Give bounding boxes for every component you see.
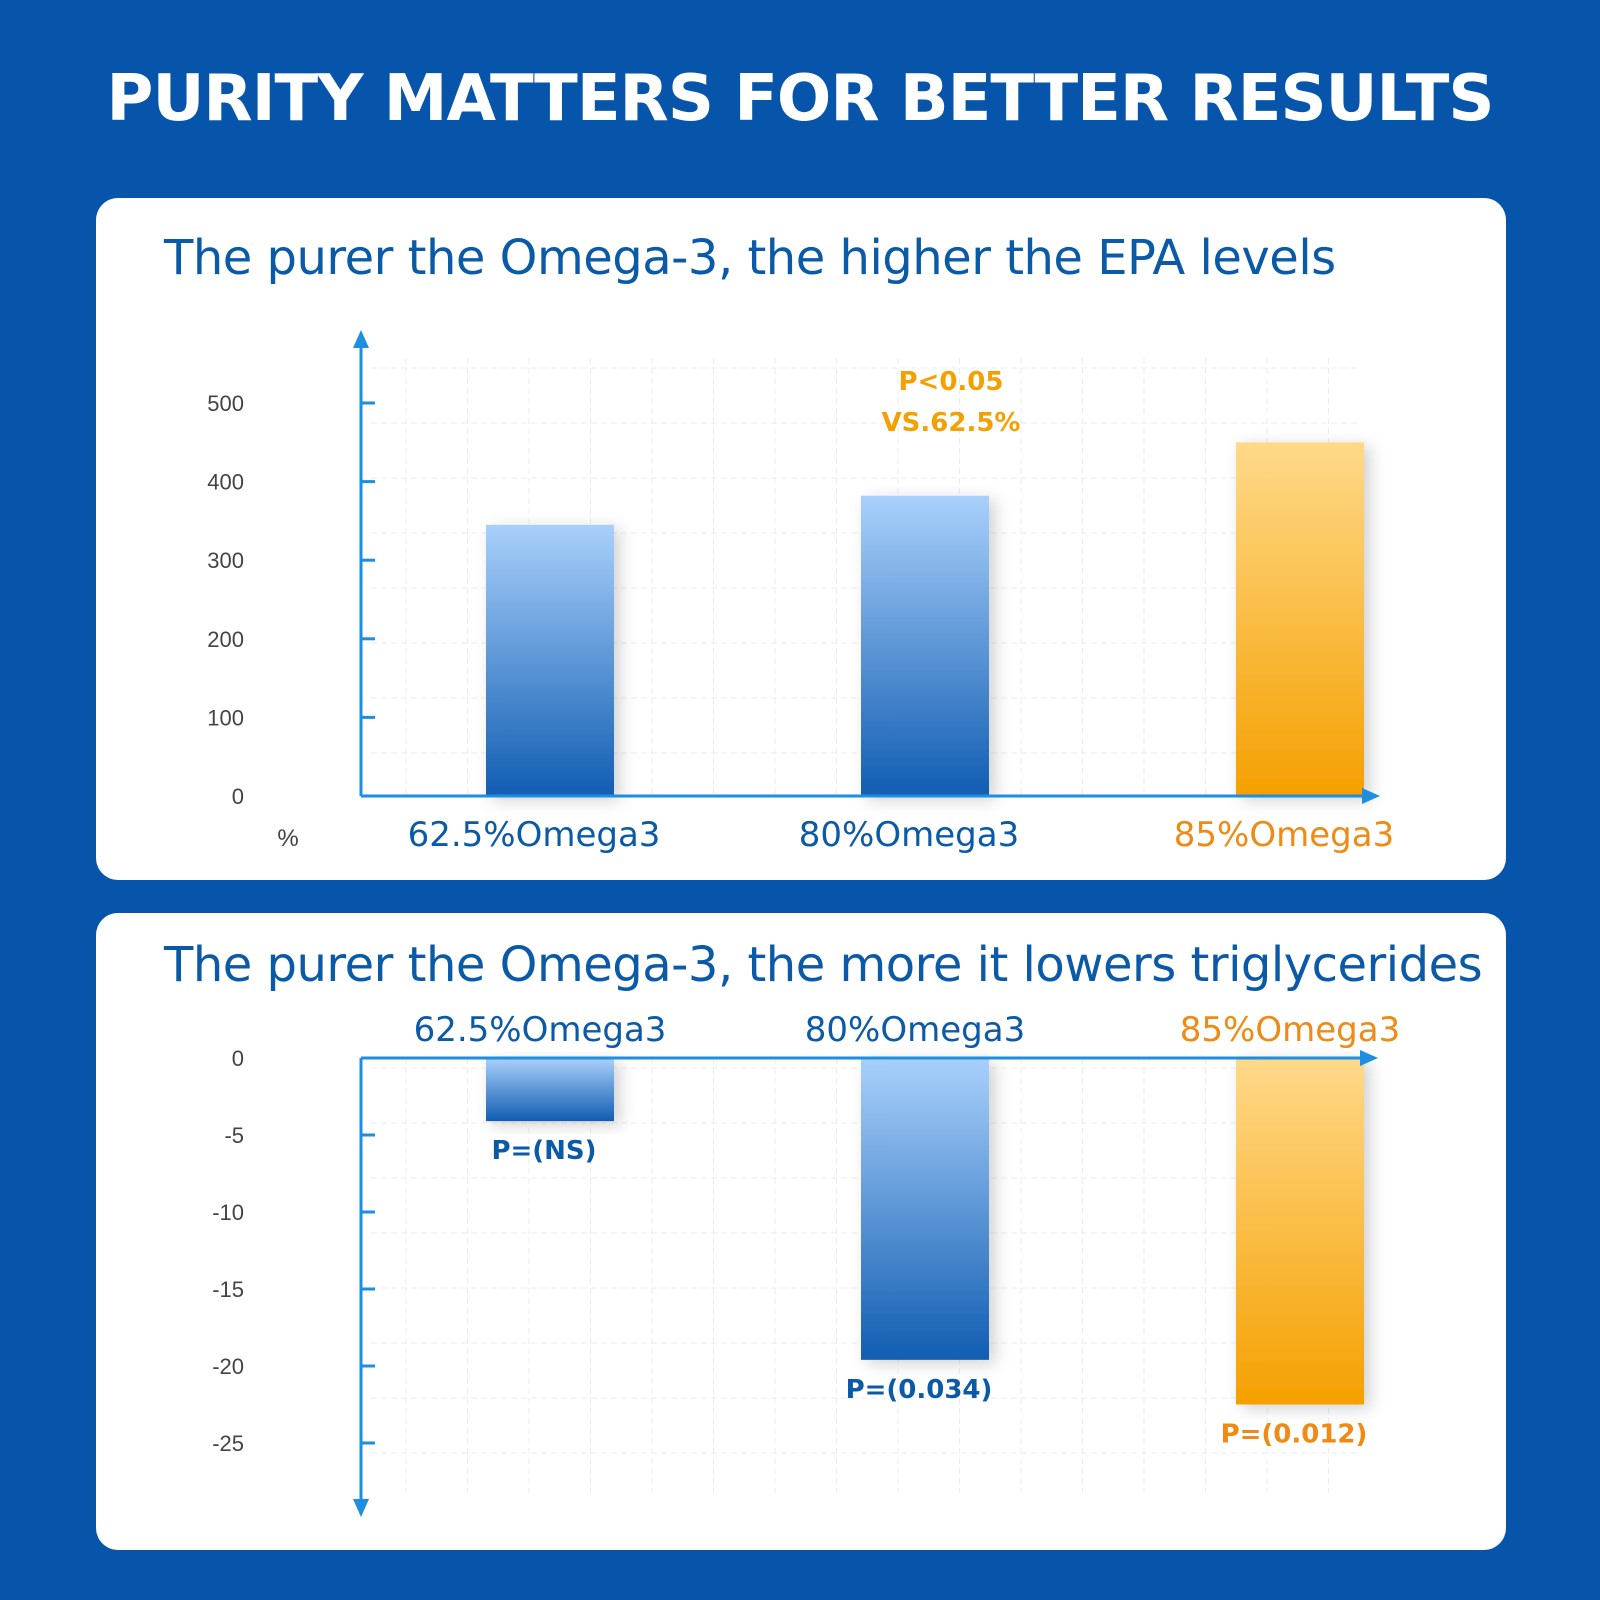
y-tick-label: 0 — [232, 1046, 244, 1071]
bar — [1236, 1058, 1364, 1405]
epa-levels-chart: 62.5%Omega3 80%Omega3 85%Omega3 0 100 200 300 4… — [207, 330, 1394, 855]
epa-chart-title: The purer the Omega-3, the higher the EP… — [164, 230, 1336, 286]
x-tick-label: 62.5%Omega3 — [408, 815, 661, 855]
page-headline: PURITY MATTERS FOR BETTER RESULTS — [106, 62, 1495, 136]
y-tick-label: 500 — [207, 391, 244, 416]
y-axis-arrow — [353, 1499, 369, 1517]
y-axis-arrow — [353, 330, 369, 348]
y-tick-label: -25 — [212, 1431, 244, 1456]
x-tick-label: 80%Omega3 — [799, 815, 1019, 855]
x-axis-arrow — [1360, 1050, 1378, 1066]
y-tick-label: 100 — [207, 705, 244, 730]
bar — [486, 1058, 614, 1122]
y-tick-label: -15 — [212, 1277, 244, 1302]
triglycerides-chart-title: The purer the Omega-3, the more it lower… — [164, 937, 1483, 993]
bar — [1236, 442, 1364, 796]
y-tick-label: 300 — [207, 548, 244, 573]
x-tick-label: 85%Omega3 — [1180, 1010, 1400, 1050]
bar — [861, 1058, 989, 1360]
y-tick-label: -20 — [212, 1354, 244, 1379]
significance-annotation: VS.62.5% — [882, 408, 1021, 438]
x-tick-label: 85%Omega3 — [1174, 815, 1394, 855]
triglycerides-card: The purer the Omega-3, the more it lower… — [96, 913, 1506, 1550]
epa-levels-card: The purer the Omega-3, the higher the EP… — [96, 198, 1506, 880]
x-tick-label: 62.5%Omega3 — [414, 1010, 667, 1050]
bar-label: P=(0.034) — [846, 1375, 993, 1405]
bar — [861, 495, 989, 796]
significance-annotation: P<0.05 — [899, 367, 1004, 397]
y-tick-label: -10 — [212, 1200, 244, 1225]
bar-label: P=(NS) — [491, 1136, 596, 1166]
unit-label: % — [277, 825, 298, 852]
triglycerides-chart: 62.5%Omega3 P=(NS) 80%Omega3 P=(0.034) 85%Om… — [212, 1010, 1400, 1517]
y-tick-label: 0 — [232, 784, 244, 809]
bar — [486, 524, 614, 796]
bar-label: P=(0.012) — [1221, 1420, 1368, 1450]
x-axis-arrow — [1362, 788, 1380, 804]
y-tick-label: 200 — [207, 627, 244, 652]
y-tick-label: -5 — [224, 1123, 244, 1148]
x-tick-label: 80%Omega3 — [805, 1010, 1025, 1050]
y-tick-label: 400 — [207, 470, 244, 495]
